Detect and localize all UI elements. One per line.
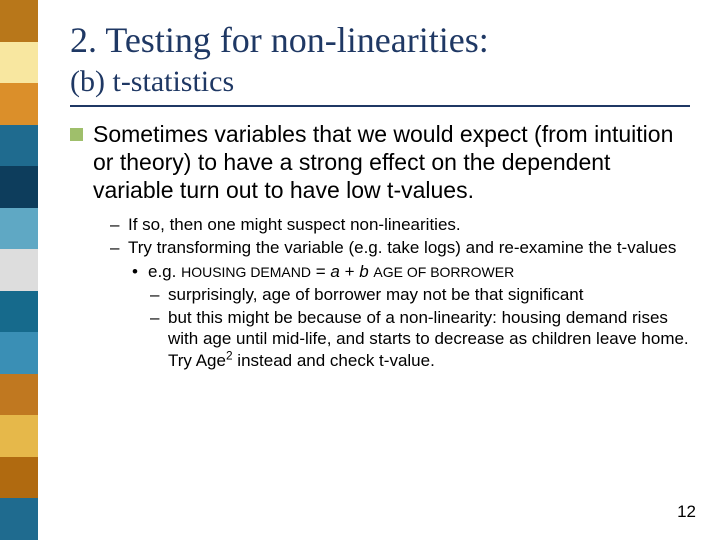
stripe-segment bbox=[0, 374, 38, 416]
main-bullet: Sometimes variables that we would expect… bbox=[70, 121, 690, 204]
stripe-segment bbox=[0, 83, 38, 125]
sub-bullet: – Try transforming the variable (e.g. ta… bbox=[110, 237, 690, 258]
stripe-segment bbox=[0, 457, 38, 499]
dot-icon: • bbox=[132, 261, 148, 282]
sub-sub-list: • e.g. HOUSING DEMAND = a + b AGE OF BOR… bbox=[132, 261, 690, 371]
dash-icon: – bbox=[150, 307, 168, 371]
sub-bullet-text: If so, then one might suspect non-linear… bbox=[128, 214, 690, 235]
sub-bullet-list: – If so, then one might suspect non-line… bbox=[110, 214, 690, 371]
main-bullet-text: Sometimes variables that we would expect… bbox=[93, 121, 690, 204]
page-number: 12 bbox=[677, 502, 696, 522]
square-bullet-icon bbox=[70, 128, 83, 141]
stripe-segment bbox=[0, 291, 38, 333]
slide-content: 2. Testing for non-linearities: (b) t-st… bbox=[70, 20, 690, 373]
eq-lhs: HOUSING DEMAND bbox=[181, 264, 311, 280]
stripe-segment bbox=[0, 0, 38, 42]
dash-icon: – bbox=[150, 284, 168, 305]
eq-mid: = bbox=[311, 262, 330, 281]
sub-sub-sub-text: but this might be because of a non-linea… bbox=[168, 307, 690, 371]
dot-bullet: • e.g. HOUSING DEMAND = a + b AGE OF BOR… bbox=[132, 261, 690, 282]
eq-plus: + bbox=[340, 262, 359, 281]
dash-icon: – bbox=[110, 214, 128, 235]
slide-title: 2. Testing for non-linearities: bbox=[70, 20, 690, 61]
sub3b-post: instead and check t-value. bbox=[233, 351, 435, 370]
slide-subtitle: (b) t-statistics bbox=[70, 65, 690, 99]
equation-line: e.g. HOUSING DEMAND = a + b AGE OF BORRO… bbox=[148, 261, 690, 282]
stripe-segment bbox=[0, 208, 38, 250]
eq-prefix: e.g. bbox=[148, 262, 181, 281]
eq-coef-a: a bbox=[330, 262, 339, 281]
dash-icon: – bbox=[110, 237, 128, 258]
sub3b-superscript: 2 bbox=[226, 348, 233, 362]
eq-rhs: AGE OF BORROWER bbox=[373, 264, 514, 280]
sub-bullet: – If so, then one might suspect non-line… bbox=[110, 214, 690, 235]
stripe-segment bbox=[0, 42, 38, 84]
eq-coef-b: b bbox=[359, 262, 368, 281]
stripe-segment bbox=[0, 125, 38, 167]
sub-sub-sub-text: surprisingly, age of borrower may not be… bbox=[168, 284, 690, 305]
stripe-segment bbox=[0, 332, 38, 374]
sub-sub-sub-list: – surprisingly, age of borrower may not … bbox=[150, 284, 690, 371]
stripe-segment bbox=[0, 498, 38, 540]
sub-sub-sub-bullet: – but this might be because of a non-lin… bbox=[150, 307, 690, 371]
stripe-segment bbox=[0, 166, 38, 208]
stripe-segment bbox=[0, 415, 38, 457]
stripe-segment bbox=[0, 249, 38, 291]
decorative-side-stripe bbox=[0, 0, 38, 540]
sub-sub-sub-bullet: – surprisingly, age of borrower may not … bbox=[150, 284, 690, 305]
sub-bullet-text: Try transforming the variable (e.g. take… bbox=[128, 237, 690, 258]
title-divider bbox=[70, 105, 690, 107]
